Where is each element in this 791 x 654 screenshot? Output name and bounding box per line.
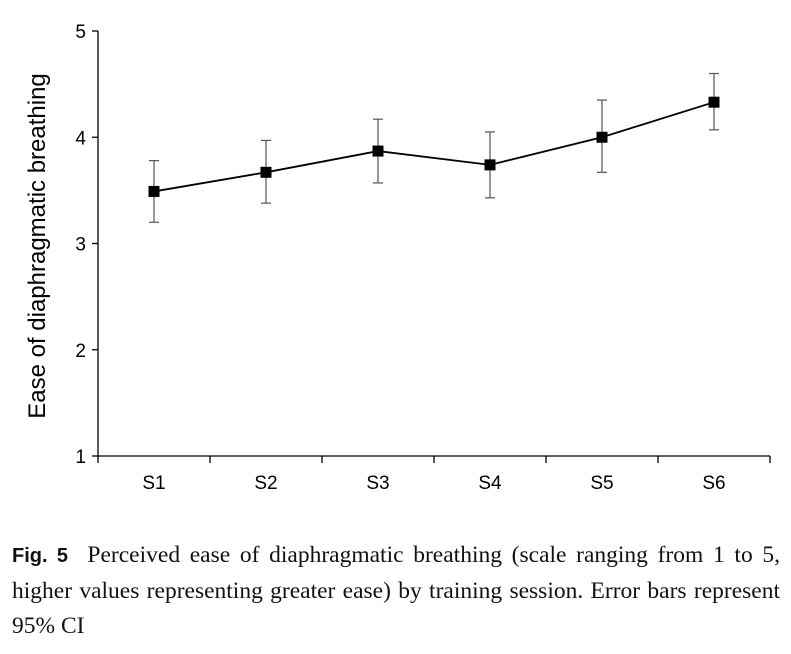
x-tick-label: S6 [702,473,725,494]
caption-text: Perceived ease of diaphragmatic breathin… [12,542,781,639]
series-line [153,101,715,193]
ticks: 1 2 3 4 5 S1 S2 S3 S4 S5 S6 [75,22,771,494]
data-point [596,131,608,143]
y-tick-label: 1 [75,447,86,468]
data-point [148,185,160,197]
y-tick-label: 5 [75,22,86,43]
chart: Ease of diaphragmatic breathing 1 2 3 4 5 S1 S… [24,22,771,494]
x-tick-label: S3 [366,473,389,494]
error-bars [149,72,719,223]
y-tick-label: 2 [75,341,86,362]
axes [97,31,770,457]
series [148,96,720,197]
data-point [260,166,272,178]
figure-label: Fig. 5 [12,545,69,567]
y-axis-title: Ease of diaphragmatic breathing [24,73,51,419]
figure-caption: Fig. 5 Perceived ease of diaphragmatic b… [12,538,780,644]
x-tick-label: S1 [142,473,165,494]
data-point [372,145,384,157]
x-tick-label: S4 [478,473,502,494]
y-tick-label: 3 [75,235,86,256]
x-tick-label: S5 [590,473,613,494]
y-tick-label: 4 [75,128,86,149]
x-tick-label: S2 [254,473,277,494]
data-point [484,159,496,171]
data-point [708,96,720,108]
